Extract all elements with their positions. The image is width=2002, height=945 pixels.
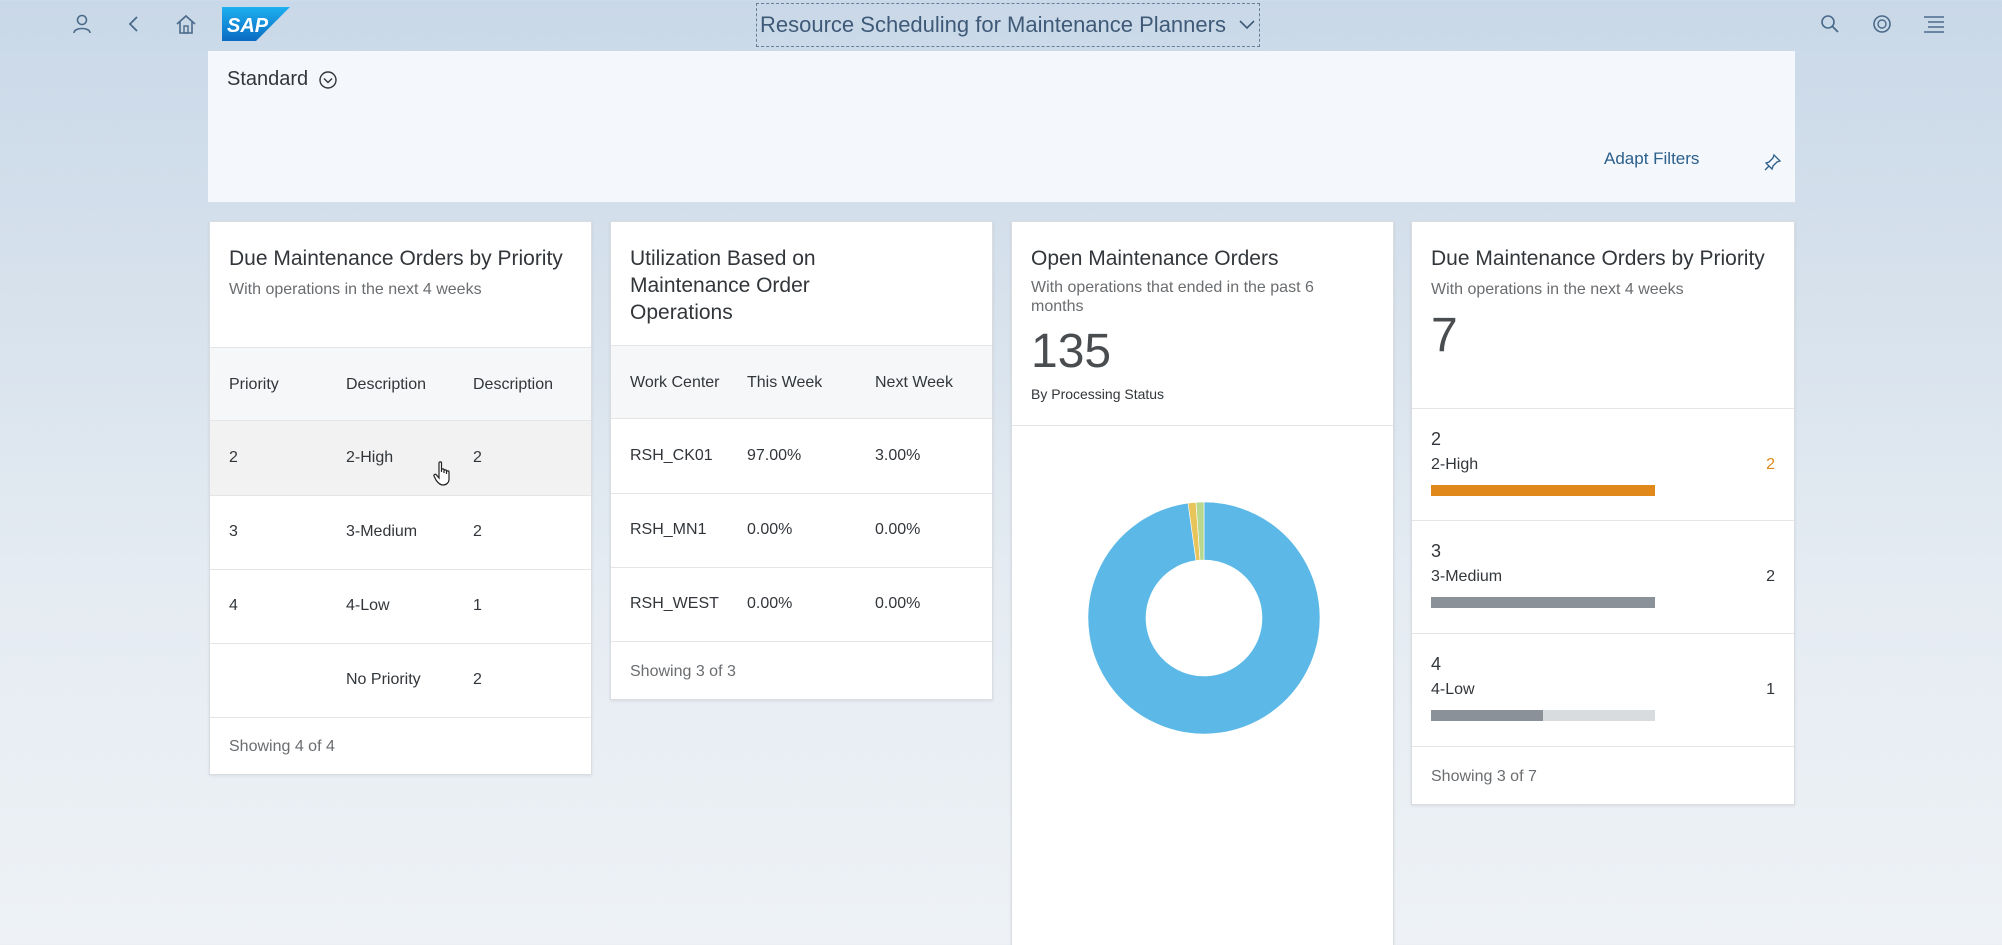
table-header: Work Center This Week Next Week [611,345,992,419]
adapt-filters-link[interactable]: Adapt Filters [1604,149,1700,168]
card-title: Due Maintenance Orders by Priority [229,247,563,270]
cell-count: 1 [473,597,482,614]
card-title: Open Maintenance Orders [1031,247,1279,270]
column-header: Description [346,376,427,393]
home-icon[interactable] [172,10,200,38]
shell-bar: SAP Resource Scheduling for Maintenance … [0,0,2002,50]
cell-next-week: 0.00% [875,595,921,612]
table-header: Priority Description Description [210,347,591,421]
chevron-down-icon [1239,20,1255,30]
card-due-orders-table[interactable]: Due Maintenance Orders by Priority With … [209,221,592,775]
card-due-orders-bars[interactable]: Due Maintenance Orders by Priority With … [1411,221,1795,805]
item-value: 1 [1766,681,1775,698]
list-item[interactable]: 3 3-Medium 2 [1412,521,1794,634]
progress-bar [1431,485,1655,496]
table-row[interactable]: RSH_MN1 0.00% 0.00% [611,494,992,568]
donut-slice[interactable] [1195,501,1205,561]
divider [1012,425,1393,426]
cell-work-center: RSH_MN1 [630,521,707,538]
table-row[interactable]: 2 2-High 2 [210,421,591,496]
cell-description: 4-Low [346,597,390,614]
cell-next-week: 0.00% [875,521,921,538]
variant-selector[interactable]: Standard [227,68,338,91]
card-title: Utilization Based on Maintenance Order O… [630,247,816,324]
table-row[interactable]: No Priority 2 [210,644,591,718]
kpi-value: 7 [1431,309,1458,362]
filter-bar: Standard Adapt Filters [208,51,1795,202]
kpi-label: By Processing Status [1031,386,1165,402]
column-header: Priority [229,376,279,393]
item-label: 2-High [1431,456,1479,473]
card-footer: Showing 4 of 4 [229,738,335,755]
item-label: 4-Low [1431,681,1475,698]
item-value: 2 [1766,456,1775,473]
cell-work-center: RSH_WEST [630,595,719,612]
card-subtitle: With operations in the next 4 weeks [1431,281,1684,298]
cell-priority: 2 [229,449,238,466]
progress-fill [1431,485,1655,496]
cell-count: 2 [473,671,482,688]
table-row[interactable]: 3 3-Medium 2 [210,496,591,570]
cell-count: 2 [473,523,482,540]
chevron-down-circle-icon [319,70,337,89]
notifications-icon[interactable] [1868,10,1896,38]
column-header: Next Week [875,374,953,391]
cell-this-week: 0.00% [747,521,793,538]
item-label: 3-Medium [1431,568,1503,585]
cell-description: 3-Medium [346,523,418,540]
user-icon[interactable] [68,10,96,38]
donut-chart[interactable] [1086,500,1322,736]
progress-bar [1431,597,1655,608]
pin-icon[interactable] [1764,153,1782,176]
back-icon[interactable] [120,10,148,38]
table-row[interactable]: 4 4-Low 1 [210,570,591,644]
item-priority: 2 [1431,429,1442,449]
item-value: 2 [1766,568,1775,585]
app-title: Resource Scheduling for Maintenance Plan… [760,12,1226,37]
variant-label: Standard [227,68,309,90]
card-open-orders-donut[interactable]: Open Maintenance Orders With operations … [1011,221,1394,945]
search-icon[interactable] [1816,10,1844,38]
cell-priority: 3 [229,523,238,540]
cell-description: 2-High [346,449,394,466]
cell-next-week: 3.00% [875,447,921,464]
progress-fill [1431,710,1543,721]
cell-priority: 4 [229,597,238,614]
table-row[interactable]: RSH_WEST 0.00% 0.00% [611,568,992,642]
cell-this-week: 0.00% [747,595,793,612]
cell-count: 2 [473,449,482,466]
item-priority: 4 [1431,654,1442,674]
progress-fill [1431,597,1655,608]
donut-slice[interactable] [1087,501,1321,735]
card-subtitle: With operations in the next 4 weeks [229,281,482,298]
cell-this-week: 97.00% [747,447,802,464]
card-footer: Showing 3 of 3 [630,663,736,680]
app-title-menu[interactable]: Resource Scheduling for Maintenance Plan… [756,3,1260,47]
cell-description: No Priority [346,671,421,688]
svg-text:SAP: SAP [227,15,269,37]
hand-cursor-icon [433,461,450,486]
list-item[interactable]: 4 4-Low 1 [1412,634,1794,747]
column-header: Work Center [630,374,720,391]
card-subtitle: With operations that ended in the past 6… [1031,279,1314,315]
sap-logo[interactable]: SAP [222,7,290,41]
card-title: Due Maintenance Orders by Priority [1431,247,1765,270]
card-footer: Showing 3 of 7 [1431,768,1537,785]
column-header: Description [473,376,554,393]
table-row[interactable]: RSH_CK01 97.00% 3.00% [611,419,992,494]
list-item[interactable]: 2 2-High 2 [1412,408,1794,521]
kpi-value: 135 [1031,325,1112,378]
cell-work-center: RSH_CK01 [630,447,713,464]
item-priority: 3 [1431,541,1442,561]
column-header: This Week [747,374,823,391]
menu-icon[interactable] [1920,10,1948,38]
progress-bar [1431,710,1655,721]
card-utilization-table[interactable]: Utilization Based on Maintenance Order O… [610,221,993,700]
